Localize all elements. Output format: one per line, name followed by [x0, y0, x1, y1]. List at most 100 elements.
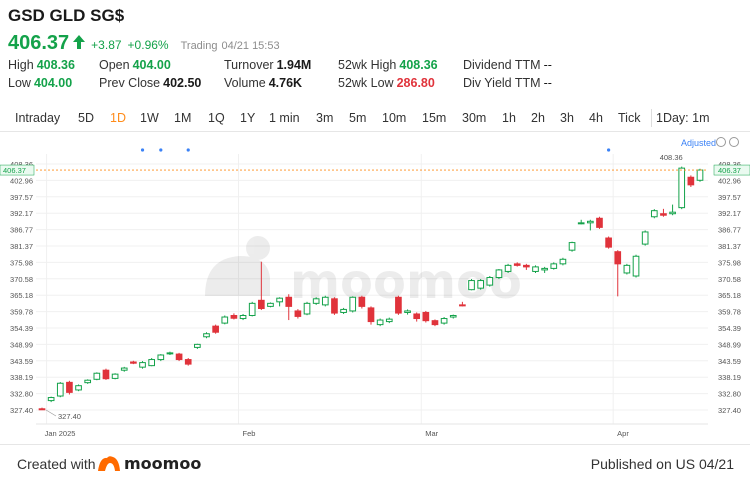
moomoo-logo[interactable]: moomoo: [96, 453, 201, 473]
candle: [550, 262, 558, 270]
candle: [358, 295, 366, 309]
candle: [660, 208, 667, 217]
tab-1w[interactable]: 1W: [140, 111, 159, 125]
tab-1h[interactable]: 1h: [502, 111, 516, 125]
candle-body: [258, 299, 265, 310]
candle-body: [596, 217, 603, 228]
y-tick-label-right: 365.18: [718, 291, 741, 300]
tab-3h[interactable]: 3h: [560, 111, 574, 125]
tab-5d[interactable]: 5D: [78, 111, 94, 125]
y-tick-label-left: 397.57: [10, 193, 33, 202]
tab-1y[interactable]: 1Y: [240, 111, 256, 125]
candle-body: [111, 373, 119, 379]
candle-body: [568, 242, 576, 251]
zoom-out-icon[interactable]: [716, 137, 726, 147]
event-markers: [140, 148, 611, 152]
tab-2h[interactable]: 2h: [531, 111, 545, 125]
candle: [650, 209, 658, 219]
candle: [230, 313, 238, 320]
tab-3m[interactable]: 3m: [316, 111, 334, 125]
y-tick-label-left: 354.39: [10, 324, 33, 333]
adjusted-toggle[interactable]: Adjusted: [680, 138, 716, 148]
y-tick-label-left: 375.98: [10, 258, 33, 267]
y-tick-label-left: 386.77: [10, 226, 33, 235]
tab-1q[interactable]: 1Q: [208, 111, 225, 125]
tab-15m[interactable]: 15m: [422, 111, 447, 125]
candle-body: [559, 258, 567, 265]
candle: [340, 307, 347, 314]
y-tick-label-left: 392.17: [10, 209, 33, 218]
candle-body: [660, 213, 667, 216]
candle-body: [194, 343, 201, 348]
x-tick-label: Jan 2025: [45, 429, 76, 438]
candle: [148, 358, 155, 367]
y-tick-label-right: 370.58: [718, 275, 741, 284]
candle: [75, 384, 82, 392]
y-tick-label-left: 343.59: [10, 357, 33, 366]
candles: [38, 166, 704, 411]
candle-body: [203, 333, 210, 338]
stat-dividend-ttm: Dividend TTM --: [463, 58, 552, 72]
candle: [422, 310, 430, 323]
stat-high: High 408.36: [8, 58, 75, 72]
candle-body: [38, 408, 46, 411]
candle: [102, 368, 110, 380]
candle-body: [102, 369, 110, 380]
candle: [404, 309, 411, 315]
last-price-label-left: 406.37: [3, 166, 26, 175]
x-tick-label: Apr: [617, 429, 629, 438]
candle-body: [175, 353, 183, 361]
candle: [130, 360, 137, 365]
tab-5m[interactable]: 5m: [349, 111, 367, 125]
candle: [504, 263, 512, 273]
candle-body: [395, 296, 402, 314]
candle-body: [504, 264, 512, 272]
candle-body: [267, 302, 274, 307]
candle: [321, 295, 329, 307]
tab-10m[interactable]: 10m: [382, 111, 407, 125]
candle-body: [431, 320, 439, 326]
candle-body: [449, 315, 457, 318]
tab-1min[interactable]: 1 min: [269, 111, 300, 125]
stat-open: Open 404.00: [99, 58, 171, 72]
y-tick-label-left: 359.78: [10, 308, 33, 317]
candle-body: [541, 267, 548, 271]
candle-body: [130, 361, 137, 364]
tab-intraday[interactable]: Intraday: [15, 111, 61, 125]
tab-1d[interactable]: 1D: [110, 111, 126, 125]
candle-body: [623, 264, 631, 274]
candle: [312, 297, 320, 305]
candle-body: [468, 280, 475, 291]
event-marker: [140, 148, 145, 152]
tab-1m[interactable]: 1M: [174, 111, 192, 125]
candle-body: [166, 352, 174, 355]
period-tabs: Intraday 5D 1D 1W 1M 1Q 1Y 1 min 3m 5m 1…: [0, 106, 750, 132]
y-tick-label-right: 402.96: [718, 176, 741, 185]
candle-body: [678, 167, 686, 209]
tab-1day-1m[interactable]: 1Day: 1m: [656, 111, 710, 125]
candle: [477, 279, 484, 290]
candlestick-chart[interactable]: moomoo 408.36402.96397.57392.17386.77381…: [0, 148, 750, 443]
candle-body: [248, 302, 256, 317]
zoom-in-icon[interactable]: [729, 137, 739, 147]
tab-30m[interactable]: 30m: [462, 111, 487, 125]
candle-body: [523, 264, 530, 268]
tab-tick[interactable]: Tick: [618, 111, 641, 125]
candle: [84, 379, 92, 384]
candle: [157, 354, 165, 362]
tab-separator: [651, 109, 652, 127]
y-tick-label-right: 354.39: [718, 324, 741, 333]
y-tick-label-right: 359.78: [718, 308, 741, 317]
candle: [194, 343, 201, 349]
candle-body: [495, 269, 503, 279]
candle: [468, 279, 475, 291]
candle-body: [294, 310, 302, 317]
candle: [532, 265, 539, 273]
candle-body: [120, 367, 128, 371]
candle: [459, 301, 466, 307]
candle-body: [239, 315, 247, 320]
quote-stats: High 408.36 Low 404.00 Open 404.00 Prev Clo…: [8, 58, 748, 94]
candle: [385, 317, 393, 324]
tab-4h[interactable]: 4h: [589, 111, 603, 125]
candle: [267, 302, 274, 308]
